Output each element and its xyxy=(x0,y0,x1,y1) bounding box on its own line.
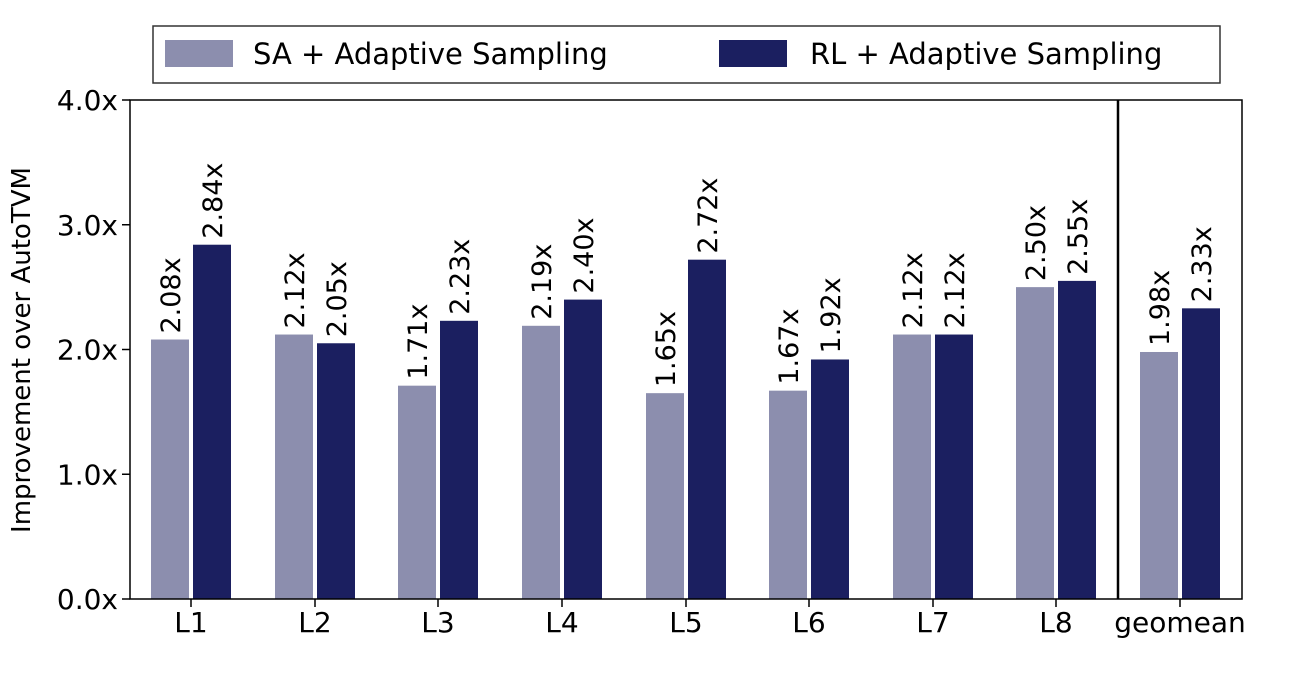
y-axis-title: Improvement over AutoTVM xyxy=(7,167,37,533)
legend-swatch-rl xyxy=(719,40,787,67)
bars-group xyxy=(151,244,1220,599)
bar-sa-L7 xyxy=(893,334,931,599)
bar-sa-L6 xyxy=(769,390,807,599)
bar-rl-L1 xyxy=(193,244,231,599)
y-tick-label: 0.0x xyxy=(57,583,118,616)
data-label-rl-L1: 2.84x xyxy=(198,163,229,239)
y-tick-label: 4.0x xyxy=(57,84,118,117)
bar-sa-L8 xyxy=(1016,287,1054,599)
bar-sa-L2 xyxy=(275,334,313,599)
data-label-sa-L3: 1.71x xyxy=(403,304,434,380)
data-label-sa-L5: 1.65x xyxy=(651,311,682,387)
bar-sa-L5 xyxy=(646,393,684,599)
y-tick-label: 2.0x xyxy=(57,334,118,367)
data-label-sa-geomean: 1.98x xyxy=(1145,270,1176,346)
legend-label-sa: SA + Adaptive Sampling xyxy=(253,37,608,71)
bar-rl-L4 xyxy=(564,299,602,599)
x-tick-label-L5: L5 xyxy=(669,606,702,639)
data-label-rl-L4: 2.40x xyxy=(569,217,600,293)
data-label-rl-L2: 2.05x xyxy=(322,261,353,337)
data-label-rl-L3: 2.23x xyxy=(445,239,476,315)
bar-rl-L5 xyxy=(688,259,726,599)
data-label-rl-geomean: 2.33x xyxy=(1187,226,1218,302)
data-label-rl-L6: 1.92x xyxy=(816,277,847,353)
data-label-sa-L1: 2.08x xyxy=(156,257,187,333)
data-label-rl-L7: 2.12x xyxy=(940,252,971,328)
data-label-rl-L5: 2.72x xyxy=(693,178,724,254)
data-label-sa-L6: 1.67x xyxy=(774,309,805,385)
axes-group: 0.0x 1.0x 2.0x 3.0x 4.0x L1 L2 L3 L4 L5 L6 L7 L8 geom… xyxy=(57,84,1246,639)
bar-rl-L6 xyxy=(811,359,849,599)
data-label-sa-L7: 2.12x xyxy=(898,252,929,328)
bar-rl-geomean xyxy=(1182,308,1220,599)
bar-sa-L3 xyxy=(398,385,436,599)
legend: SA + Adaptive Sampling RL + Adaptive Samp… xyxy=(152,25,1221,84)
bar-rl-L8 xyxy=(1058,280,1096,599)
x-tick-label-geomean: geomean xyxy=(1114,606,1246,639)
y-tick-label: 1.0x xyxy=(57,458,118,491)
x-tick-label-L4: L4 xyxy=(545,606,578,639)
x-tick-label-L6: L6 xyxy=(792,606,825,639)
bar-rl-L2 xyxy=(317,343,355,599)
legend-label-rl: RL + Adaptive Sampling xyxy=(810,37,1162,71)
x-tick-label-L3: L3 xyxy=(421,606,454,639)
bar-sa-L4 xyxy=(522,325,560,599)
data-label-sa-L4: 2.19x xyxy=(527,244,558,320)
y-tick-label: 3.0x xyxy=(57,209,118,242)
legend-swatch-sa xyxy=(165,40,233,67)
data-label-sa-L2: 2.12x xyxy=(280,252,311,328)
data-label-sa-L8: 2.50x xyxy=(1021,205,1052,281)
bar-sa-L1 xyxy=(151,339,189,599)
bar-sa-geomean xyxy=(1140,351,1178,599)
x-tick-label-L7: L7 xyxy=(916,606,949,639)
legend-frame xyxy=(152,25,1221,84)
data-labels-group: 2.08x 2.84x 2.12x 2.05x 1.71x 2.23x 2.19x 2.40x… xyxy=(156,163,1218,388)
x-tick-label-L8: L8 xyxy=(1039,606,1072,639)
x-tick-label-L1: L1 xyxy=(174,606,207,639)
x-tick-label-L2: L2 xyxy=(298,606,331,639)
bar-rl-L7 xyxy=(935,334,973,599)
bar-rl-L3 xyxy=(440,320,478,599)
data-label-rl-L8: 2.55x xyxy=(1063,199,1094,275)
